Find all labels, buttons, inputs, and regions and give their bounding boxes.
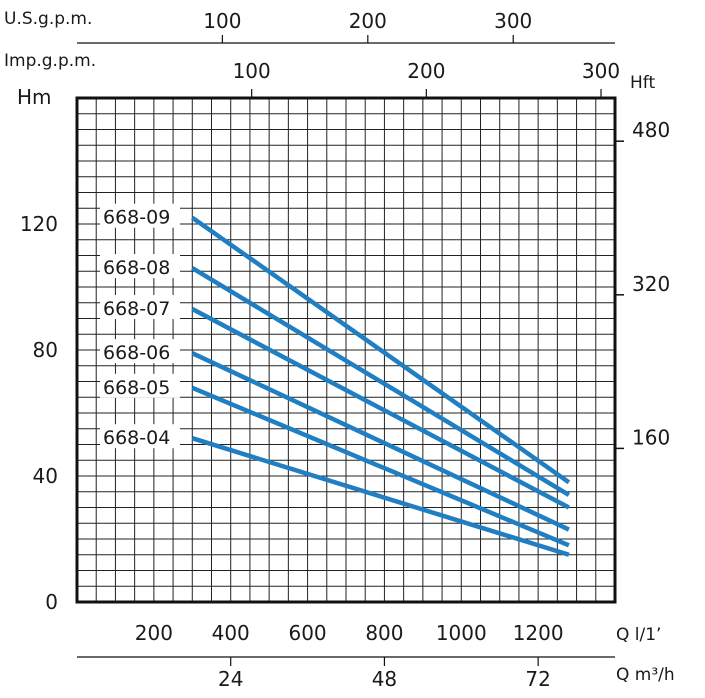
- curve-label-bg: [100, 254, 180, 279]
- x-m3h-tick-label: 72: [525, 667, 550, 691]
- curve-label: 668-06: [103, 342, 170, 364]
- x-usgpm-tick-label: 300: [494, 9, 532, 33]
- x-usgpm-tick-label: 200: [349, 9, 387, 33]
- x-m3h-tick-label: 48: [372, 667, 397, 691]
- curve-label: 668-04: [103, 427, 170, 449]
- x-m3h-tick-label: 24: [218, 667, 243, 691]
- plot-frame: [75, 96, 617, 604]
- curve-label-bg: [100, 339, 180, 364]
- x-impgpm-tick-label: 100: [233, 59, 271, 83]
- y-hft-tick-label: 480: [632, 118, 670, 142]
- y-hm-tick-label: 120: [20, 212, 58, 236]
- series-line: [191, 385, 570, 548]
- x-m3h-unit: Q m³/h: [616, 665, 675, 685]
- x-lmin-unit: Q l/1’: [616, 625, 661, 645]
- y-hm-tick-label: 0: [45, 590, 58, 614]
- series-line: [191, 436, 570, 557]
- curve-label-bg: [100, 424, 180, 449]
- x-impgpm-tick-label: 200: [407, 59, 445, 83]
- curve-label: 668-08: [103, 257, 170, 279]
- x-impgpm-tick-label: 300: [582, 59, 620, 83]
- series-line: [191, 307, 570, 510]
- x-lmin-tick-label: 800: [365, 621, 403, 645]
- curve-label: 668-09: [103, 207, 170, 229]
- series-line: [191, 266, 571, 497]
- curve-label-bg: [100, 203, 180, 228]
- y-hft-tick-label: 320: [632, 272, 670, 296]
- y-hm-unit: Hm: [17, 85, 52, 109]
- curve-label: 668-07: [103, 298, 170, 320]
- y-hft-tick-label: 160: [632, 425, 670, 449]
- x-impgpm-unit: Imp.g.p.m.: [4, 51, 96, 71]
- curve-label-bg: [100, 295, 180, 320]
- y-hft-unit: Hft: [630, 73, 655, 93]
- x-usgpm-tick-label: 100: [203, 9, 241, 33]
- y-hm-tick-label: 40: [33, 464, 58, 488]
- x-usgpm-unit: U.S.g.p.m.: [4, 9, 92, 29]
- x-lmin-tick-label: 1000: [436, 621, 487, 645]
- curve-label: 668-05: [103, 377, 170, 399]
- y-hm-tick-label: 80: [33, 338, 58, 362]
- series-line: [190, 215, 571, 485]
- series-line: [191, 351, 570, 532]
- x-lmin-tick-label: 600: [288, 621, 326, 645]
- axes: 0 40 80 120 Hm Hft 160 320 480 200 400 600 800 1000 12…: [4, 9, 675, 691]
- curve-labels: 668-09 668-08 668-07 668-06 668-05 668-04: [100, 203, 180, 449]
- curves: [190, 215, 571, 557]
- x-lmin-tick-label: 400: [212, 621, 250, 645]
- curve-label-bg: [100, 373, 180, 398]
- x-lmin-tick-label: 1200: [513, 621, 564, 645]
- x-lmin-tick-label: 200: [135, 621, 173, 645]
